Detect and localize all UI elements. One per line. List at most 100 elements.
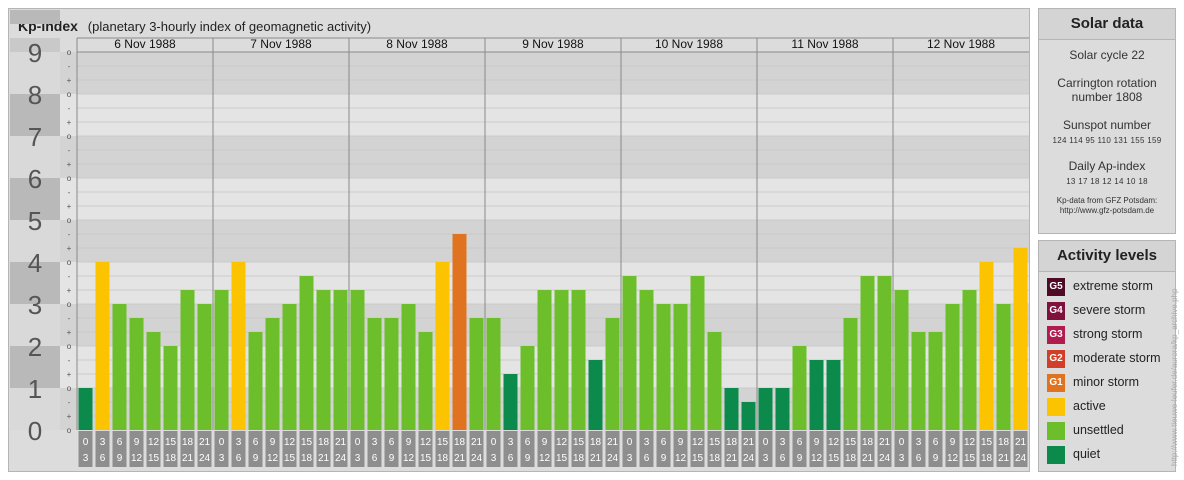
hour-label-bg xyxy=(673,431,688,467)
kp-bar xyxy=(860,275,875,430)
hour-label-start: 0 xyxy=(899,437,905,448)
y-subtick-label: o xyxy=(67,426,72,435)
hour-label-start: 0 xyxy=(83,437,89,448)
y-subtick-label: - xyxy=(68,356,71,365)
hour-label-start: 18 xyxy=(454,437,466,448)
hour-label-end: 18 xyxy=(165,453,177,464)
level-label: strong storm xyxy=(1073,327,1143,341)
level-label: quiet xyxy=(1073,447,1101,461)
hour-label-bg xyxy=(452,431,467,467)
hour-label-end: 6 xyxy=(916,453,922,464)
hour-label-start: 6 xyxy=(525,437,531,448)
hour-label-bg xyxy=(605,431,620,467)
y-subtick-label: + xyxy=(67,328,72,337)
y-tick-label: 1 xyxy=(28,374,42,404)
hour-label-bg xyxy=(265,431,280,467)
hour-label-end: 6 xyxy=(100,453,106,464)
sunspot-values: 124 114 95 110 131 155 159 xyxy=(1052,136,1162,145)
hour-label-start: 6 xyxy=(661,437,667,448)
hour-label-end: 24 xyxy=(607,453,619,464)
y-tick-label: 5 xyxy=(28,206,42,236)
y-subtick-label: o xyxy=(67,258,72,267)
y-subtick-label: o xyxy=(67,216,72,225)
kp-bar xyxy=(503,374,518,430)
hour-label-end: 21 xyxy=(318,453,330,464)
hour-label-end: 12 xyxy=(131,453,143,464)
hour-label-end: 12 xyxy=(811,453,823,464)
hour-label-start: 12 xyxy=(148,437,160,448)
hour-label-start: 3 xyxy=(372,437,378,448)
hour-label-bg xyxy=(418,431,433,467)
hour-label-start: 21 xyxy=(471,437,483,448)
hour-label-end: 15 xyxy=(964,453,976,464)
kp-bar xyxy=(384,317,399,430)
kp-bar xyxy=(911,332,926,430)
plot-band xyxy=(77,94,1029,136)
hour-label-start: 9 xyxy=(542,437,548,448)
kp-bar xyxy=(792,346,807,430)
kp-bar xyxy=(78,388,93,430)
level-swatch xyxy=(1047,421,1065,440)
hour-label-end: 3 xyxy=(83,453,89,464)
hour-label-start: 15 xyxy=(845,437,857,448)
level-g1: G1 minor storm xyxy=(1047,372,1139,392)
hour-label-bg xyxy=(248,431,263,467)
carrington-line-1: Carrington rotation xyxy=(1057,76,1157,90)
sunspot-title: Sunspot number xyxy=(1062,118,1152,132)
hour-label-end: 15 xyxy=(148,453,160,464)
level-label: unsettled xyxy=(1073,423,1124,437)
y-tick-label: 6 xyxy=(28,164,42,194)
y-tick-label: 7 xyxy=(28,122,42,152)
day-label: 12 Nov 1988 xyxy=(927,37,995,51)
plot-band xyxy=(77,52,1029,94)
hour-label-end: 12 xyxy=(267,453,279,464)
y-axis-cell xyxy=(10,220,60,262)
hour-label-start: 3 xyxy=(508,437,514,448)
hour-label-end: 24 xyxy=(1015,453,1027,464)
kp-bar xyxy=(537,290,552,430)
kp-bar xyxy=(265,317,280,430)
plot-band xyxy=(77,136,1029,178)
y-subtick-label: o xyxy=(67,342,72,351)
hour-label-bg xyxy=(809,431,824,467)
kp-bar xyxy=(367,317,382,430)
hour-label-bg xyxy=(146,431,161,467)
level-swatch: G1 xyxy=(1047,373,1065,392)
hour-label-bg xyxy=(758,431,773,467)
hour-label-start: 0 xyxy=(627,437,633,448)
day-label: 6 Nov 1988 xyxy=(114,37,176,51)
hour-label-bg xyxy=(554,431,569,467)
chart-title: Kp-index (planetary 3-hourly index of ge… xyxy=(18,18,371,34)
hour-label-start: 21 xyxy=(199,437,211,448)
y-subtick-label: + xyxy=(67,370,72,379)
hour-label-end: 21 xyxy=(590,453,602,464)
y-axis-cell xyxy=(10,304,60,346)
kp-bar xyxy=(928,332,943,430)
subtick-band xyxy=(60,262,77,304)
hour-label-start: 6 xyxy=(797,437,803,448)
hour-label-end: 18 xyxy=(709,453,721,464)
hour-label-bg xyxy=(129,431,144,467)
hour-label-start: 6 xyxy=(389,437,395,448)
kp-bar xyxy=(1013,248,1028,430)
hour-label-bg xyxy=(707,431,722,467)
y-subtick-label: o xyxy=(67,48,72,57)
kp-bar xyxy=(214,290,229,430)
hour-label-bg xyxy=(945,431,960,467)
hour-label-start: 18 xyxy=(862,437,874,448)
hour-label-start: 15 xyxy=(437,437,449,448)
hour-label-bg xyxy=(537,431,552,467)
hour-label-start: 15 xyxy=(301,437,313,448)
hour-label-start: 3 xyxy=(100,437,106,448)
ap-title: Daily Ap-index xyxy=(1068,159,1146,173)
level-g2: G2 moderate storm xyxy=(1047,348,1161,368)
level-swatch xyxy=(1047,445,1065,464)
y-tick-label: 8 xyxy=(28,80,42,110)
hour-label-start: 21 xyxy=(335,437,347,448)
hour-label-bg xyxy=(724,431,739,467)
hour-label-start: 6 xyxy=(253,437,259,448)
hour-label-start: 18 xyxy=(590,437,602,448)
hour-label-start: 3 xyxy=(780,437,786,448)
hour-label-bg xyxy=(792,431,807,467)
hour-label-bg xyxy=(656,431,671,467)
